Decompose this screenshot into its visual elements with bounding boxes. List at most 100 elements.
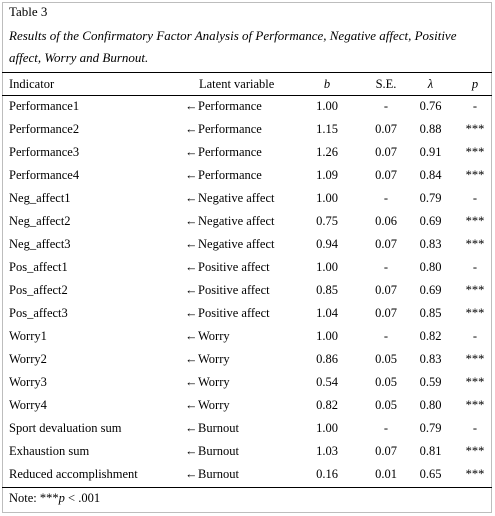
table-caption: Results of the Confirmatory Factor Analy… (9, 28, 457, 65)
left-arrow-icon: ← (185, 306, 198, 320)
left-arrow-icon: ← (185, 398, 198, 412)
cell-indicator: Reduced accomplishment (9, 467, 138, 481)
cell-lambda: 0.81 (419, 444, 442, 458)
table-row: Performance2 ←Performance 1.15 0.07 0.88 *** (0, 118, 495, 141)
table-row: Performance1 ←Performance 1.00 - 0.76 - (0, 95, 495, 118)
table-row: Worry2 ←Worry 0.86 0.05 0.83 *** (0, 348, 495, 371)
cell-b: 1.00 (316, 329, 338, 343)
cell-latent-label: Performance (198, 145, 262, 159)
left-arrow-icon: ← (185, 375, 198, 389)
cell-lambda: 0.59 (419, 375, 442, 389)
cell-p: - (472, 329, 478, 343)
cell-lambda: 0.82 (419, 329, 442, 343)
cell-latent-label: Negative affect (198, 237, 275, 251)
cell-b: 1.09 (316, 168, 338, 182)
table-row: Neg_affect2 ←Negative affect 0.75 0.06 0.69 *… (0, 210, 495, 233)
cell-p: *** (465, 352, 485, 366)
cell-se: 0.05 (375, 398, 397, 412)
table-label: Table 3 (9, 4, 48, 19)
cell-lambda: 0.85 (419, 306, 442, 320)
table-row: Performance4 ←Performance 1.09 0.07 0.84 *** (0, 164, 495, 187)
header-latent-variable: Latent variable (199, 77, 275, 91)
left-arrow-icon: ← (185, 214, 198, 228)
cell-indicator: Neg_affect1 (9, 191, 71, 205)
cell-latent-variable: ←Worry (185, 325, 230, 348)
cell-indicator: Performance3 (9, 145, 80, 159)
cell-latent-variable: ←Negative affect (185, 210, 274, 233)
left-arrow-icon: ← (185, 467, 198, 481)
left-arrow-icon: ← (185, 237, 198, 251)
cell-latent-variable: ←Worry (185, 348, 230, 371)
cell-latent-label: Negative affect (198, 214, 275, 228)
bottom-rule (2, 487, 492, 488)
cell-latent-label: Performance (198, 99, 262, 113)
left-arrow-icon: ← (185, 168, 198, 182)
cell-latent-variable: ←Positive affect (185, 256, 270, 279)
cell-p: - (472, 260, 478, 274)
cell-lambda: 0.76 (419, 99, 442, 113)
cell-indicator: Neg_affect2 (9, 214, 71, 228)
cell-latent-variable: ←Positive affect (185, 279, 270, 302)
top-rule (2, 72, 492, 73)
cell-latent-label: Positive affect (198, 306, 270, 320)
cell-p: - (472, 191, 478, 205)
cell-latent-variable: ←Burnout (185, 417, 239, 440)
left-arrow-icon: ← (185, 352, 198, 366)
cell-se: - (383, 191, 389, 205)
cell-latent-label: Positive affect (198, 283, 270, 297)
cell-latent-label: Worry (198, 398, 230, 412)
cell-b: 1.00 (316, 260, 338, 274)
cell-b: 1.26 (316, 145, 338, 159)
cell-se: 0.07 (375, 283, 397, 297)
cell-indicator: Performance2 (9, 122, 80, 136)
cell-se: - (383, 329, 389, 343)
cell-b: 1.00 (316, 421, 338, 435)
left-arrow-icon: ← (185, 99, 198, 113)
cell-p: *** (465, 237, 485, 251)
cell-latent-variable: ←Performance (185, 118, 262, 141)
table-row: Neg_affect3 ←Negative affect 0.94 0.07 0.83 *… (0, 233, 495, 256)
table-row: Sport devaluation sum ←Burnout 1.00 - 0.79 - (0, 417, 495, 440)
cell-lambda: 0.91 (419, 145, 442, 159)
cell-lambda: 0.83 (419, 237, 442, 251)
cell-lambda: 0.69 (419, 283, 442, 297)
cell-b: 0.54 (316, 375, 338, 389)
cell-lambda: 0.79 (419, 421, 442, 435)
cell-b: 0.94 (316, 237, 338, 251)
header-b: b (323, 77, 331, 91)
cell-latent-variable: ←Performance (185, 141, 262, 164)
cell-se: 0.05 (375, 375, 397, 389)
cell-latent-label: Negative affect (198, 191, 275, 205)
cell-latent-label: Performance (198, 168, 262, 182)
cell-p: *** (465, 306, 485, 320)
cell-latent-variable: ←Performance (185, 164, 262, 187)
cell-b: 0.82 (316, 398, 338, 412)
cell-se: 0.07 (375, 237, 397, 251)
cell-b: 0.16 (316, 467, 338, 481)
cell-lambda: 0.83 (419, 352, 442, 366)
cell-se: - (383, 260, 389, 274)
cell-latent-variable: ←Worry (185, 371, 230, 394)
cell-latent-variable: ←Negative affect (185, 187, 274, 210)
note-p-symbol: p (58, 491, 65, 505)
cell-lambda: 0.69 (419, 214, 442, 228)
left-arrow-icon: ← (185, 145, 198, 159)
cell-b: 1.04 (316, 306, 338, 320)
cell-indicator: Worry4 (9, 398, 47, 412)
cell-latent-variable: ←Positive affect (185, 302, 270, 325)
cell-b: 1.00 (316, 99, 338, 113)
header-lambda: λ (427, 77, 434, 91)
cell-indicator: Performance1 (9, 99, 80, 113)
cell-indicator: Neg_affect3 (9, 237, 71, 251)
cell-indicator: Performance4 (9, 168, 80, 182)
header-rule (2, 95, 492, 96)
cell-latent-label: Worry (198, 329, 230, 343)
cell-p: *** (465, 467, 485, 481)
cell-latent-variable: ←Burnout (185, 440, 239, 463)
cell-indicator: Worry3 (9, 375, 47, 389)
cell-latent-label: Worry (198, 375, 230, 389)
note-prefix: Note: *** (9, 491, 59, 505)
cell-lambda: 0.88 (419, 122, 442, 136)
cell-indicator: Pos_affect3 (9, 306, 68, 320)
cell-se: 0.07 (375, 444, 397, 458)
